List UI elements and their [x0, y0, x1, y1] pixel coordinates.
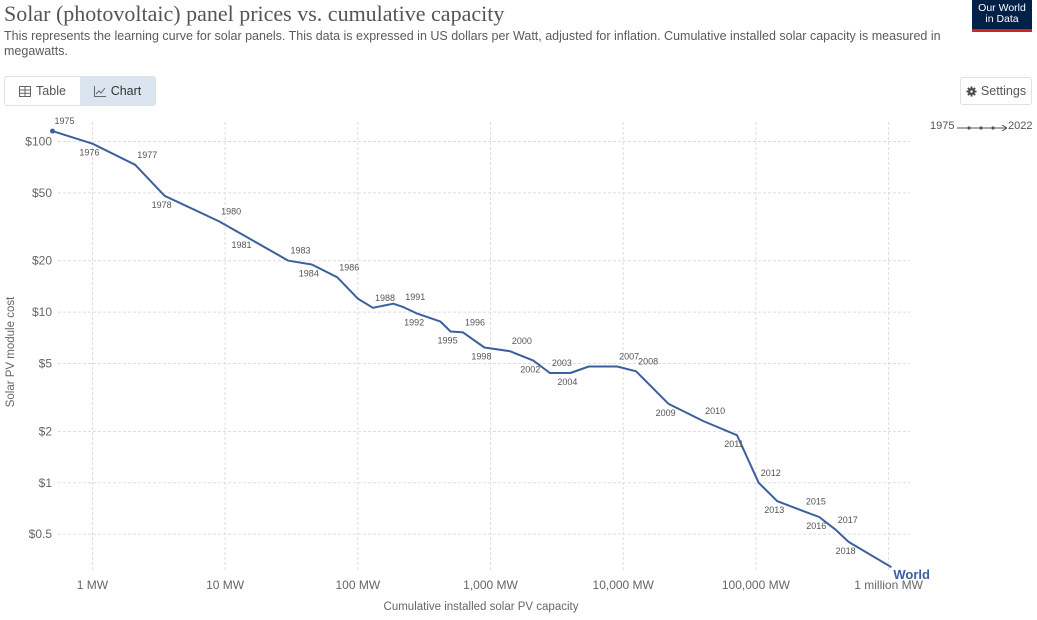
- series-world: [50, 128, 892, 569]
- chart-subtitle: This represents the learning curve for s…: [4, 29, 941, 58]
- point-label: 1977: [137, 150, 157, 160]
- point-label: 1975: [55, 116, 75, 126]
- line-chart-icon: [93, 85, 106, 97]
- point-label: 1978: [152, 200, 172, 210]
- point-label: 2003: [552, 358, 572, 368]
- point-label: 1976: [79, 148, 99, 158]
- timeline-track[interactable]: [957, 123, 1007, 133]
- point-label: 2000: [512, 336, 532, 346]
- gear-icon: [966, 85, 977, 97]
- logo-line-1: Our World: [978, 2, 1026, 14]
- point-label: 2002: [520, 365, 540, 375]
- x-tick-label: 1 MW: [77, 578, 109, 592]
- point-label: 2011: [724, 439, 743, 449]
- series-line-world: [52, 130, 892, 569]
- x-tick-label: 1,000 MW: [463, 578, 518, 592]
- y-tick-label: $0.5: [29, 527, 53, 541]
- point-label: 2010: [705, 406, 725, 416]
- settings-label: Settings: [980, 84, 1027, 98]
- y-tick-label: $1: [39, 476, 53, 490]
- y-axis-label: Solar PV module cost: [5, 296, 17, 407]
- point-label: 2013: [764, 505, 784, 515]
- y-axis-ticks: $100 $50 $20 $10 $5 $2 $1 $0.5: [25, 134, 52, 541]
- chart-title: Solar (photovoltaic) panel prices vs. cu…: [4, 1, 505, 26]
- point-label: 1996: [465, 317, 485, 327]
- point-label: 2015: [806, 496, 826, 506]
- tab-chart[interactable]: Chart: [80, 77, 155, 105]
- x-axis-ticks: 1 MW 10 MW 100 MW 1,000 MW 10,000 MW 100,000 …: [77, 578, 924, 592]
- point-label: 2004: [557, 377, 577, 387]
- point-labels: 1975 1976 1977 1978 1980 1981 1983 1984 1986 1988…: [55, 116, 931, 582]
- series-label-world: World: [893, 567, 930, 582]
- x-tick-label: 1 million MW: [854, 578, 923, 592]
- point-label: 2017: [838, 515, 858, 525]
- point-label: 1981: [232, 240, 252, 250]
- chart-area: $100$50$20$10$5$2$1$0.5 1 MW 10 MW 100 MW 1…: [5, 116, 931, 613]
- x-tick-label: 100,000 MW: [722, 578, 791, 592]
- point-label: 2007: [619, 352, 639, 362]
- point-label: 2018: [836, 546, 856, 556]
- tab-table-label: Table: [36, 84, 66, 98]
- y-tick-label: $20: [32, 254, 52, 268]
- tab-chart-label: Chart: [110, 84, 142, 98]
- table-icon: [19, 85, 32, 97]
- timeline-start: 1975: [930, 120, 955, 132]
- point-label: 1988: [375, 293, 395, 303]
- x-tick-label: 10,000 MW: [593, 578, 655, 592]
- point-label: 2008: [638, 356, 658, 366]
- timeline-end: 2022: [1008, 120, 1033, 132]
- x-tick-label: 10 MW: [206, 578, 245, 592]
- point-label: 1998: [471, 352, 491, 362]
- grid-lines: [58, 122, 910, 572]
- point-label: 2016: [806, 521, 826, 531]
- point-label: 1984: [299, 269, 319, 279]
- tab-table[interactable]: Table: [5, 77, 80, 105]
- view-tabs: Table Chart: [4, 76, 156, 106]
- logo-line-2: in Data: [985, 13, 1019, 25]
- owid-logo[interactable]: Our World in Data: [972, 0, 1032, 32]
- point-label: 1986: [339, 262, 359, 272]
- x-axis-label: Cumulative installed solar PV capacity: [384, 601, 579, 613]
- x-tick-label: 100 MW: [335, 578, 380, 592]
- y-tick-label: $50: [32, 186, 52, 200]
- y-tick-label: $10: [32, 305, 52, 319]
- start-point-marker: [50, 128, 56, 134]
- point-label: 1980: [221, 206, 241, 216]
- point-label: 2012: [761, 468, 781, 478]
- point-label: 2009: [656, 408, 676, 418]
- point-label: 1992: [404, 318, 424, 328]
- point-label: 1991: [405, 292, 425, 302]
- point-label: 1995: [438, 335, 458, 345]
- point-label: 1983: [290, 246, 310, 256]
- settings-button[interactable]: Settings: [960, 77, 1032, 105]
- y-tick-label: $2: [39, 424, 53, 438]
- y-tick-label: $100: [25, 134, 52, 148]
- timeline-slider[interactable]: 1975 2022: [930, 120, 1035, 136]
- y-tick-label: $5: [39, 356, 53, 370]
